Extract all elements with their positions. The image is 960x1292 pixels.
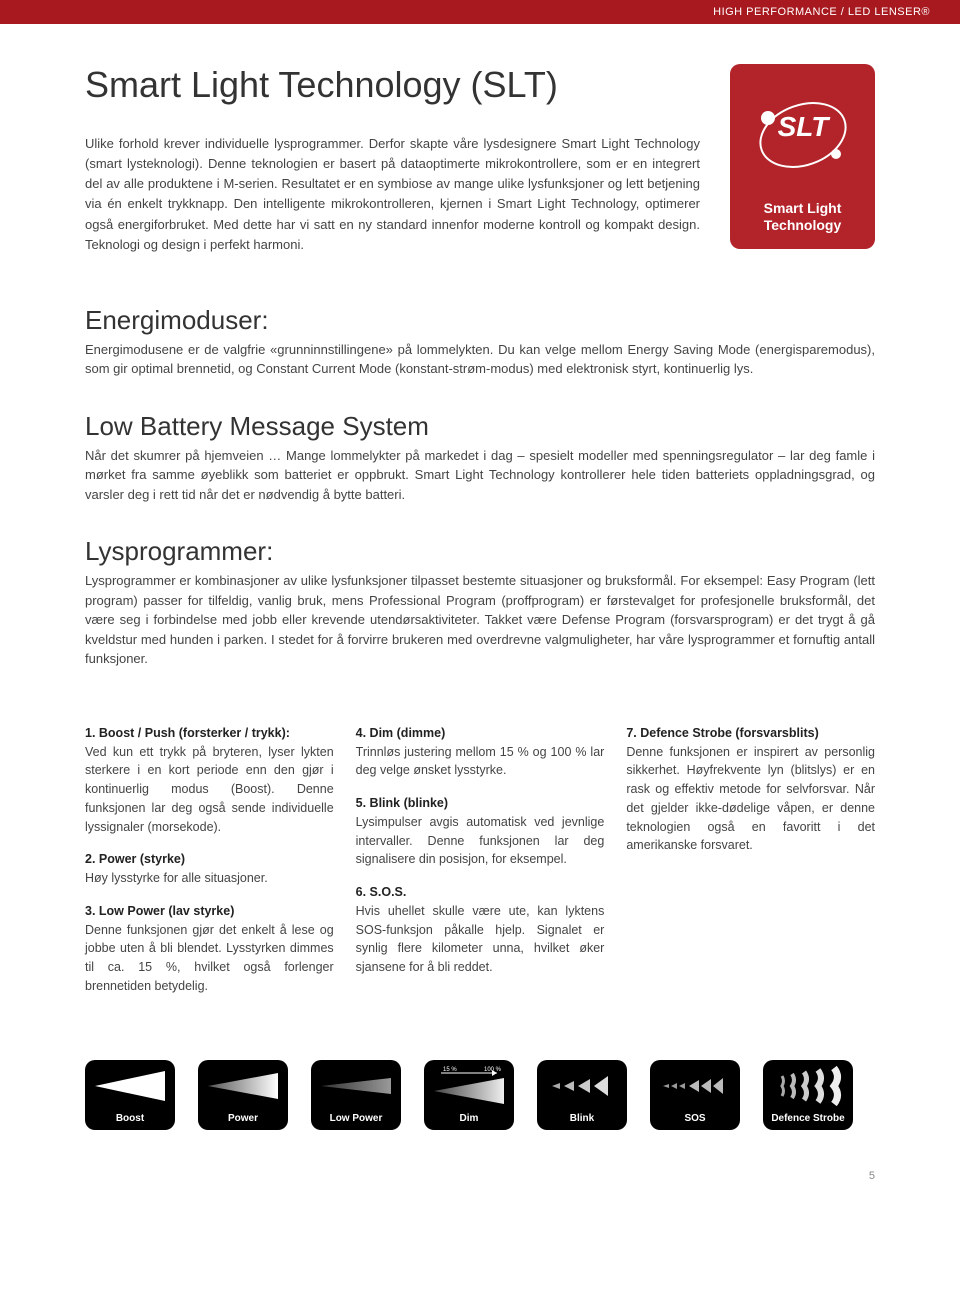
icon-blink: Blink bbox=[537, 1060, 627, 1130]
slt-abbr: SLT bbox=[777, 111, 831, 142]
sos-beam-icon bbox=[650, 1060, 740, 1113]
section-battery-body: Når det skumrer på hjemveien … Mange lom… bbox=[85, 446, 875, 505]
boost-beam-icon bbox=[85, 1060, 175, 1113]
slt-badge-label: Smart Light Technology bbox=[730, 200, 875, 234]
f2-body: Høy lysstyrke for alle situasjoner. bbox=[85, 871, 268, 885]
defence-strobe-icon bbox=[763, 1060, 853, 1113]
f5-title: 5. Blink (blinke) bbox=[356, 796, 448, 810]
dim-low-label: 15 % bbox=[443, 1067, 457, 1073]
section-energi-body: Energimodusene er de valgfrie «grunninns… bbox=[85, 340, 875, 379]
blink-beam-icon bbox=[537, 1060, 627, 1113]
feature-col-3: 7. Defence Strobe (forsvarsblits) Denne f… bbox=[626, 724, 875, 1010]
icons-row: Boost Power Low Power bbox=[85, 1060, 875, 1130]
icon-blink-label: Blink bbox=[570, 1113, 594, 1124]
f3-title: 3. Low Power (lav styrke) bbox=[85, 904, 234, 918]
slt-badge: SLT Smart Light Technology bbox=[730, 64, 875, 249]
power-beam-icon bbox=[198, 1060, 288, 1113]
icon-dim: 15 % 100 % Dim bbox=[424, 1060, 514, 1130]
icon-defence: Defence Strobe bbox=[763, 1060, 853, 1130]
f5-body: Lysimpulser avgis automatisk ved jevnlig… bbox=[356, 815, 605, 867]
feature-col-2: 4. Dim (dimme) Trinnløs justering mellom … bbox=[356, 724, 605, 1010]
header-text: HIGH PERFORMANCE / LED LENSER® bbox=[713, 6, 930, 18]
f2-title: 2. Power (styrke) bbox=[85, 852, 185, 866]
icon-sos: SOS bbox=[650, 1060, 740, 1130]
section-lys-title: Lysprogrammer: bbox=[85, 536, 875, 567]
section-energi-title: Energimoduser: bbox=[85, 305, 875, 336]
icon-sos-label: SOS bbox=[684, 1113, 705, 1124]
slt-logo-icon: SLT bbox=[748, 80, 858, 190]
title-text-block: Smart Light Technology (SLT) Ulike forho… bbox=[85, 64, 730, 255]
intro-paragraph: Ulike forhold krever individuelle lyspro… bbox=[85, 134, 700, 255]
f4-title: 4. Dim (dimme) bbox=[356, 726, 446, 740]
icon-lowpower: Low Power bbox=[311, 1060, 401, 1130]
page-content: Smart Light Technology (SLT) Ulike forho… bbox=[0, 24, 960, 1212]
f1-body: Ved kun ett trykk på bryteren, lyser lyk… bbox=[85, 745, 334, 834]
section-battery-title: Low Battery Message System bbox=[85, 411, 875, 442]
icon-power: Power bbox=[198, 1060, 288, 1130]
icon-defence-label: Defence Strobe bbox=[771, 1113, 844, 1124]
icon-boost-label: Boost bbox=[116, 1113, 144, 1124]
icon-lowpower-label: Low Power bbox=[330, 1113, 383, 1124]
f1-title: 1. Boost / Push (forsterker / trykk): bbox=[85, 726, 290, 740]
title-row: Smart Light Technology (SLT) Ulike forho… bbox=[85, 64, 875, 255]
icon-dim-label: Dim bbox=[460, 1113, 479, 1124]
f6-body: Hvis uhellet skulle være ute, kan lykten… bbox=[356, 904, 605, 974]
dim-beam-icon: 15 % 100 % bbox=[424, 1060, 514, 1113]
feature-col-1: 1. Boost / Push (forsterker / trykk): Ved… bbox=[85, 724, 334, 1010]
features-grid: 1. Boost / Push (forsterker / trykk): Ved… bbox=[85, 724, 875, 1010]
page-number: 5 bbox=[85, 1170, 875, 1182]
header-bar: HIGH PERFORMANCE / LED LENSER® bbox=[0, 0, 960, 24]
f4-body: Trinnløs justering mellom 15 % og 100 % … bbox=[356, 745, 605, 778]
section-lys-body: Lysprogrammer er kombinasjoner av ulike … bbox=[85, 571, 875, 669]
f7-title: 7. Defence Strobe (forsvarsblits) bbox=[626, 726, 818, 740]
icon-boost: Boost bbox=[85, 1060, 175, 1130]
f6-title: 6. S.O.S. bbox=[356, 885, 407, 899]
lowpower-beam-icon bbox=[311, 1060, 401, 1113]
f7-body: Denne funksjonen er inspirert av personl… bbox=[626, 745, 875, 853]
page-title: Smart Light Technology (SLT) bbox=[85, 64, 700, 106]
icon-power-label: Power bbox=[228, 1113, 258, 1124]
f3-body: Denne funksjonen gjør det enkelt å lese … bbox=[85, 923, 334, 993]
